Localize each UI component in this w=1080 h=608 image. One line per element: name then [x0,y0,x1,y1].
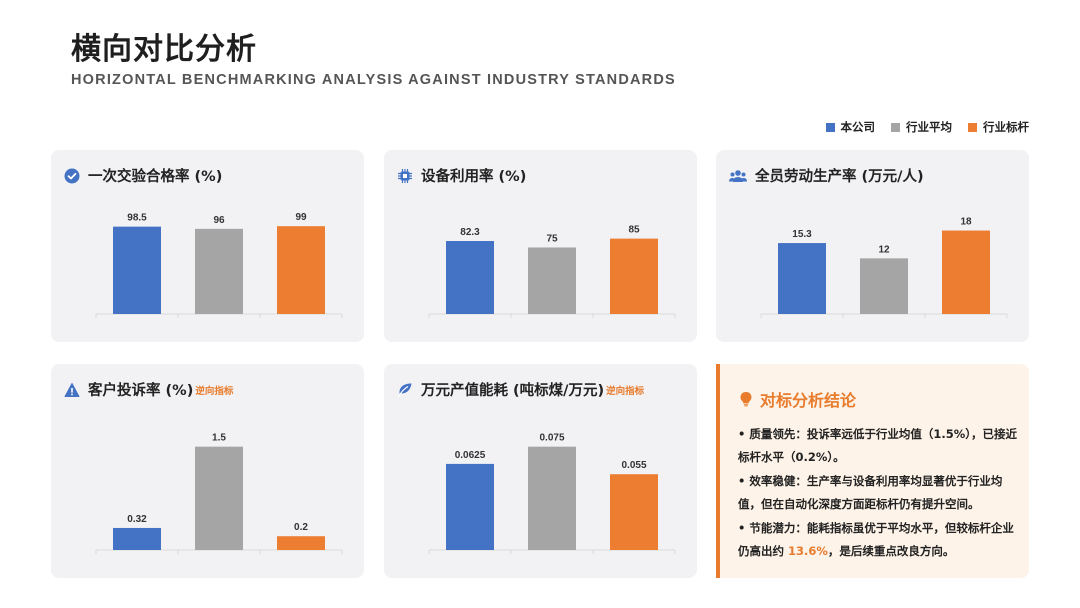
bar-industry-benchmark [942,230,990,314]
bar-industry-benchmark [277,226,325,314]
chart-card-header: 万元产值能耗 (吨标煤/万元) 逆向指标 [397,379,644,400]
check-circle-icon [64,168,80,183]
bar-chart: 0.0625 0.075 0.055 [428,433,676,554]
point-text: ，是后续重点改良方向。 [827,544,955,558]
bar-industry-benchmark [277,536,325,550]
reverse-indicator-tag: 逆向指标 [606,385,645,397]
bar-value-label: 99 [295,212,307,223]
bar-industry-average [195,228,243,314]
page-title: 横向对比分析 [71,32,257,67]
chart-card-equipment-utilization: 设备利用率 (%) 82.3 75 85 [384,150,697,342]
bar-value-label: 96 [213,215,225,226]
chart-card-header: 客户投诉率 (%) 逆向指标 [64,379,233,400]
chart-card-header: 设备利用率 (%) [397,165,526,186]
bar-value-label: 82.3 [460,227,480,238]
lightbulb-icon [740,392,752,407]
bar-industry-average [195,446,243,550]
bar-value-label: 0.055 [621,460,646,471]
chart-card-labor-productivity: 全员劳动生产率 (万元/人) 15.3 12 18 [716,150,1029,342]
chart-card-complaint-rate: 客户投诉率 (%) 逆向指标 0.32 1.5 0.2 [51,364,364,578]
chart-card-energy-consumption: 万元产值能耗 (吨标煤/万元) 逆向指标 0.0625 0.075 0.055 [384,364,697,578]
legend-label: 行业标杆 [983,120,1029,134]
legend: 本公司 行业平均 行业标杆 [825,119,1029,135]
bar-value-label: 85 [628,225,640,236]
chip-icon [398,168,412,183]
legend-swatch [891,122,900,132]
bar-value-label: 0.075 [539,433,564,444]
bar-value-label: 98.5 [127,213,147,224]
conclusion-point-energy: • 节能潜力：能耗指标虽优于平均水平，但较标杆企业仍高出约 13.6%，是后续重… [738,517,1023,563]
bar-value-label: 18 [960,217,972,228]
chart-card-pass-rate: 一次交验合格率 (%) 98.5 96 99 [51,150,364,342]
bar-chart: 0.32 1.5 0.2 [95,433,343,554]
warning-icon [64,382,80,397]
point-text: • 节能潜力：能耗指标虽优于平均水平，但较标杆企业仍高出约 [738,521,1014,558]
reverse-indicator-tag: 逆向指标 [195,385,234,397]
legend-item-company: 本公司 [825,119,876,135]
conclusion-header: 对标分析结论 [738,387,856,411]
bar-company [446,463,494,550]
bar-chart: 15.3 12 18 [760,217,1008,318]
chart-title: 设备利用率 (%) [421,169,527,185]
conclusion-panel: 对标分析结论 • 质量领先：投诉率远低于行业均值（1.5%），已接近标杆水平（0… [716,364,1029,578]
legend-label: 行业平均 [906,120,952,134]
chart-card-header: 一次交验合格率 (%) [64,165,222,186]
bar-value-label: 0.2 [294,522,308,533]
bar-industry-benchmark [610,474,658,550]
conclusion-point-quality: • 质量领先：投诉率远低于行业均值（1.5%），已接近标杆水平（0.2%）。 [738,423,1023,469]
bar-value-label: 1.5 [212,433,226,444]
chart-title: 全员劳动生产率 (万元/人) [755,169,924,185]
chart-title: 一次交验合格率 (%) [88,169,223,185]
bar-value-label: 75 [546,233,558,244]
bar-industry-average [528,446,576,550]
conclusion-point-efficiency: • 效率稳健：生产率与设备利用率均显著优于行业均值，但在自动化深度方面距标杆仍有… [738,470,1023,516]
bar-chart: 98.5 96 99 [95,212,343,318]
bar-industry-benchmark [610,238,658,314]
conclusion-points: • 质量领先：投诉率远低于行业均值（1.5%），已接近标杆水平（0.2%）。 •… [738,423,1023,564]
page-subtitle: HORIZONTAL BENCHMARKING ANALYSIS AGAINST… [71,72,676,88]
conclusion-title: 对标分析结论 [760,391,857,410]
chart-title: 万元产值能耗 (吨标煤/万元) [421,383,605,399]
point-highlight: 13.6% [788,544,828,558]
bar-company [113,226,161,314]
chart-title: 客户投诉率 (%) [88,383,194,399]
bar-value-label: 15.3 [792,229,812,240]
legend-item-industry-benchmark: 行业标杆 [968,119,1029,135]
legend-swatch [825,122,835,132]
bar-industry-average [860,258,908,314]
legend-item-industry-average: 行业平均 [891,119,952,135]
bar-value-label: 0.0625 [455,450,486,461]
bar-company [113,527,161,550]
chart-card-header: 全员劳动生产率 (万元/人) [729,165,924,186]
bar-company [446,241,494,314]
bar-value-label: 12 [878,244,890,255]
bar-company [778,243,826,314]
leaf-icon [397,383,412,397]
legend-label: 本公司 [840,120,876,134]
bar-industry-average [528,247,576,314]
users-icon [729,169,747,182]
legend-swatch [968,122,977,132]
bar-value-label: 0.32 [127,514,147,525]
point-text: • 质量领先：投诉率远低于行业均值（1.5%），已接近标杆水平（0.2%）。 [738,427,1017,464]
bar-chart: 82.3 75 85 [428,225,676,318]
point-text: • 效率稳健：生产率与设备利用率均显著优于行业均值，但在自动化深度方面距标杆仍有… [738,474,1003,511]
